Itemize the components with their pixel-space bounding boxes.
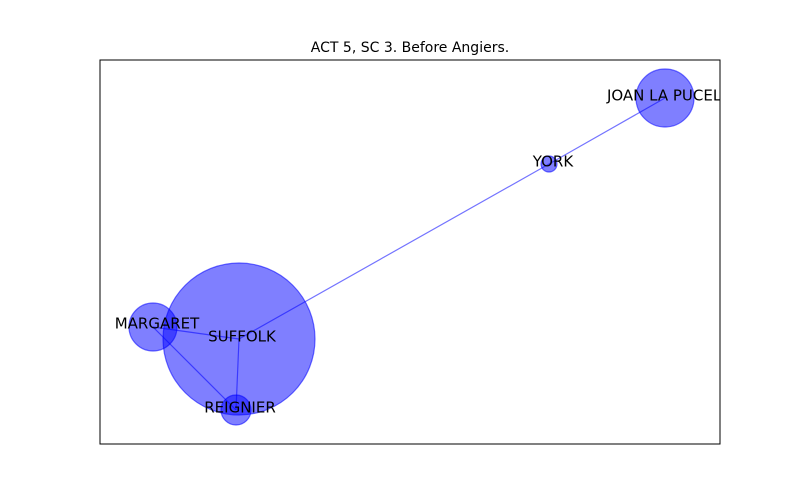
plot-area: SUFFOLK MARGARET REIGNIER YORK JOAN LA PUCEL… — [115, 68, 739, 426]
labels-layer: SUFFOLK MARGARET REIGNIER YORK JOAN LA PUCEL… — [115, 87, 739, 417]
node-label-suffolk: SUFFOLK — [208, 328, 277, 346]
node-margaret — [128, 302, 178, 352]
axes-frame — [99, 59, 721, 445]
node-reignier — [220, 394, 252, 426]
node-label-joan: JOAN LA PUCELLE — [606, 87, 739, 105]
node-label-margaret: MARGARET — [115, 315, 200, 333]
nodes-layer — [128, 68, 695, 426]
chart-title: ACT 5, SC 3. Before Angiers. — [311, 40, 509, 56]
node-label-reignier: REIGNIER — [204, 399, 276, 417]
node-joan — [635, 68, 695, 128]
node-york — [540, 155, 558, 173]
node-label-york: YORK — [532, 153, 575, 171]
